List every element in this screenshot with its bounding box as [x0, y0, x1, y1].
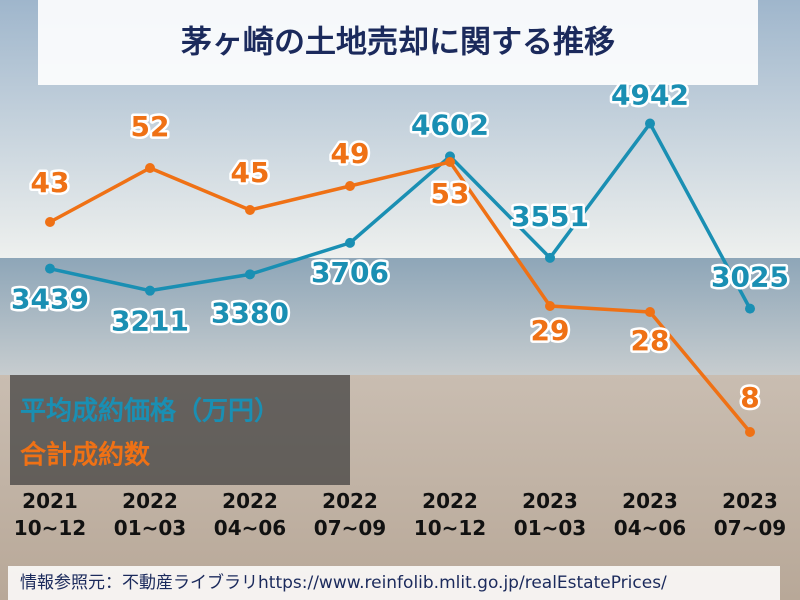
value-label: 8	[740, 381, 759, 414]
x-tick-label: 2023 07~09	[713, 489, 787, 540]
legend-label: 平均成約価格（万円）	[20, 396, 280, 427]
line	[49, 121, 752, 310]
value-label: 49	[331, 137, 370, 170]
source-box	[8, 566, 780, 600]
x-tick-label: 2022 10~12	[413, 489, 487, 540]
value-label: 3211	[111, 305, 189, 338]
point	[145, 163, 155, 173]
point	[245, 269, 255, 280]
line	[49, 160, 752, 434]
legend-box	[10, 375, 350, 485]
value-label: 29	[531, 314, 570, 347]
x-tick-label: 2022 01~03	[113, 489, 187, 540]
point	[545, 301, 555, 311]
title-box	[38, 0, 758, 85]
point	[645, 307, 655, 317]
point	[645, 118, 655, 129]
point	[745, 303, 755, 314]
value-label: 4602	[411, 108, 489, 141]
value-label: 28	[631, 324, 670, 357]
value-label: 3706	[311, 256, 389, 289]
point	[145, 285, 155, 296]
point	[745, 427, 755, 437]
x-tick-label: 2021 10~12	[13, 489, 87, 540]
value-label: 3551	[511, 200, 589, 233]
sea	[0, 258, 800, 380]
point	[245, 205, 255, 215]
point	[445, 157, 455, 167]
x-tick-label: 2023 04~06	[613, 489, 687, 540]
value-label: 53	[431, 177, 470, 210]
x-tick-label: 2022 07~09	[313, 489, 387, 540]
source: 情報参照元：不動産ライブラリhttps://www.reinfolib.mlit…	[20, 572, 667, 593]
value-label: 43	[31, 166, 70, 199]
value-label: 45	[231, 156, 270, 189]
point	[45, 263, 55, 274]
chart-title: 茅ヶ崎の土地売却に関する推移	[181, 25, 615, 61]
point	[345, 181, 355, 191]
value-label: 3439	[11, 283, 89, 316]
x-tick-label: 2023 01~03	[513, 489, 587, 540]
value-label: 3380	[211, 296, 289, 329]
value-label: 4942	[611, 79, 689, 112]
x-tick-label: 2022 04~06	[213, 489, 287, 540]
value-label: 52	[131, 110, 170, 143]
value-label: 3025	[711, 261, 789, 294]
point	[545, 252, 555, 263]
point	[45, 217, 55, 227]
point	[345, 237, 355, 248]
legend-label: 合計成約数	[20, 440, 151, 471]
